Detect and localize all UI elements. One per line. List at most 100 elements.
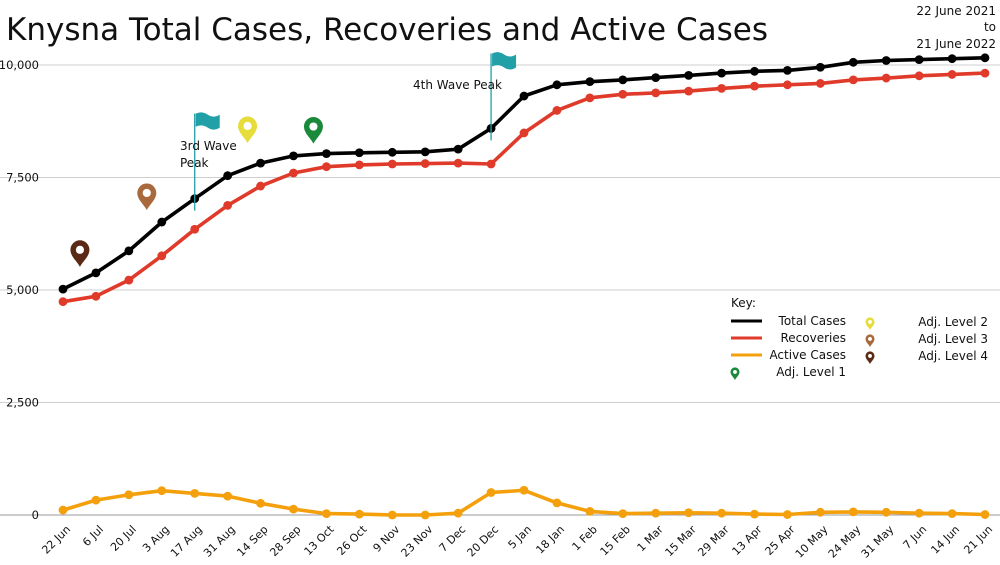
x-tick-label: 13 Apr: [730, 523, 765, 558]
legend-label-adj-level-2: Adj. Level 2: [918, 315, 988, 329]
point-active-cases: [387, 510, 397, 520]
point-active-cases: [256, 498, 265, 508]
x-tick-label: 20 Dec: [465, 523, 502, 560]
legend-label-adj-level-3: Adj. Level 3: [918, 332, 988, 346]
point-recoveries: [980, 68, 990, 78]
point-recoveries: [914, 71, 924, 81]
point-active-cases: [881, 507, 891, 517]
point-total-cases: [980, 53, 990, 63]
x-tick-label: 25 Apr: [763, 523, 798, 558]
point-total-cases: [651, 73, 661, 82]
x-tick-label: 13 Oct: [302, 522, 337, 557]
legend-label-active-cases: Active Cases: [769, 348, 846, 362]
x-tick-label: 1 Mar: [635, 523, 667, 555]
point-total-cases: [618, 75, 628, 85]
y-tick-label: 2,500: [6, 396, 39, 410]
point-active-cases: [848, 507, 858, 517]
point-recoveries: [815, 79, 825, 88]
point-active-cases: [947, 509, 957, 519]
x-tick-label: 20 Jul: [108, 523, 139, 554]
point-active-cases: [157, 486, 167, 496]
x-tick-label: 18 Jan: [533, 523, 567, 557]
point-total-cases: [848, 57, 858, 67]
point-active-cases: [289, 504, 298, 514]
point-active-cases: [354, 509, 364, 519]
flag-icon: [195, 112, 220, 130]
point-active-cases: [914, 508, 924, 518]
point-active-cases: [486, 488, 496, 497]
point-total-cases: [124, 246, 134, 256]
point-active-cases: [815, 507, 825, 517]
x-tick-label: 31 May: [859, 523, 897, 561]
x-tick-label: 14 Jun: [928, 523, 962, 557]
point-recoveries: [289, 168, 298, 178]
y-tick-label: 5,000: [6, 283, 39, 297]
legend-label-adj-level-4: Adj. Level 4: [918, 349, 988, 363]
point-recoveries: [124, 275, 134, 285]
point-recoveries: [585, 93, 595, 103]
point-total-cases: [914, 55, 924, 64]
point-total-cases: [354, 148, 364, 158]
point-active-cases: [750, 509, 759, 519]
legend: Key: Total Cases Recoveries Active Cases…: [730, 296, 988, 380]
point-active-cases: [453, 508, 463, 518]
x-tick-label: 1 Feb: [570, 523, 600, 553]
x-tick-label: 17 Aug: [168, 523, 205, 560]
y-tick-label: 7,500: [6, 171, 39, 185]
x-tick-label: 6 Jul: [80, 523, 106, 549]
marker-adj-level-2-icon: [238, 116, 258, 144]
point-active-cases: [585, 507, 595, 516]
point-active-cases: [322, 509, 331, 519]
x-tick-label: 3 Aug: [140, 523, 172, 555]
x-tick-label: 29 Mar: [695, 523, 732, 560]
point-total-cases: [717, 68, 726, 78]
marker-adj-level-4-icon: [70, 240, 90, 267]
y-axis: 0 2,500 5,000 7,500 10,000: [0, 58, 39, 522]
point-total-cases: [750, 66, 759, 76]
y-tick-label: 10,000: [0, 58, 39, 72]
legend-label-total-cases: Total Cases: [778, 314, 846, 328]
point-total-cases: [387, 147, 397, 157]
point-total-cases: [453, 144, 463, 154]
flag-icon: [492, 52, 517, 70]
point-recoveries: [256, 181, 265, 191]
point-active-cases: [783, 510, 792, 519]
x-tick-label: 28 Sep: [267, 523, 303, 559]
point-active-cases: [684, 508, 694, 518]
x-tick-label: 23 Nov: [399, 523, 436, 560]
point-total-cases: [815, 62, 825, 72]
x-tick-label: 15 Feb: [598, 523, 633, 558]
annotation-3rd-wave-line2: Peak: [180, 156, 209, 170]
x-tick-label: 15 Mar: [663, 523, 700, 560]
point-total-cases: [157, 217, 167, 227]
point-recoveries: [387, 159, 397, 169]
point-active-cases: [420, 510, 430, 520]
point-total-cases: [684, 70, 694, 80]
point-recoveries: [354, 160, 364, 170]
point-active-cases: [980, 510, 990, 519]
point-total-cases: [519, 91, 529, 101]
wave-flags: [194, 52, 517, 211]
point-recoveries: [881, 73, 891, 83]
x-tick-label: 24 May: [826, 523, 864, 561]
point-recoveries: [223, 201, 233, 210]
series-layer: [58, 53, 990, 520]
point-recoveries: [58, 297, 68, 307]
point-active-cases: [651, 508, 661, 518]
point-active-cases: [552, 498, 562, 508]
annotation-3rd-wave-line1: 3rd Wave: [180, 139, 237, 153]
marker-adj-level-1-icon: [303, 117, 323, 144]
point-recoveries: [91, 291, 101, 301]
legend-pin-adj-level-1-icon: [730, 367, 740, 380]
point-active-cases: [124, 490, 134, 500]
point-recoveries: [947, 70, 957, 79]
point-total-cases: [91, 268, 101, 278]
level-markers: [70, 116, 323, 267]
point-recoveries: [552, 106, 562, 115]
point-total-cases: [223, 171, 233, 181]
point-recoveries: [750, 81, 759, 91]
point-recoveries: [783, 80, 792, 90]
x-tick-label: 7 Jun: [900, 523, 929, 552]
